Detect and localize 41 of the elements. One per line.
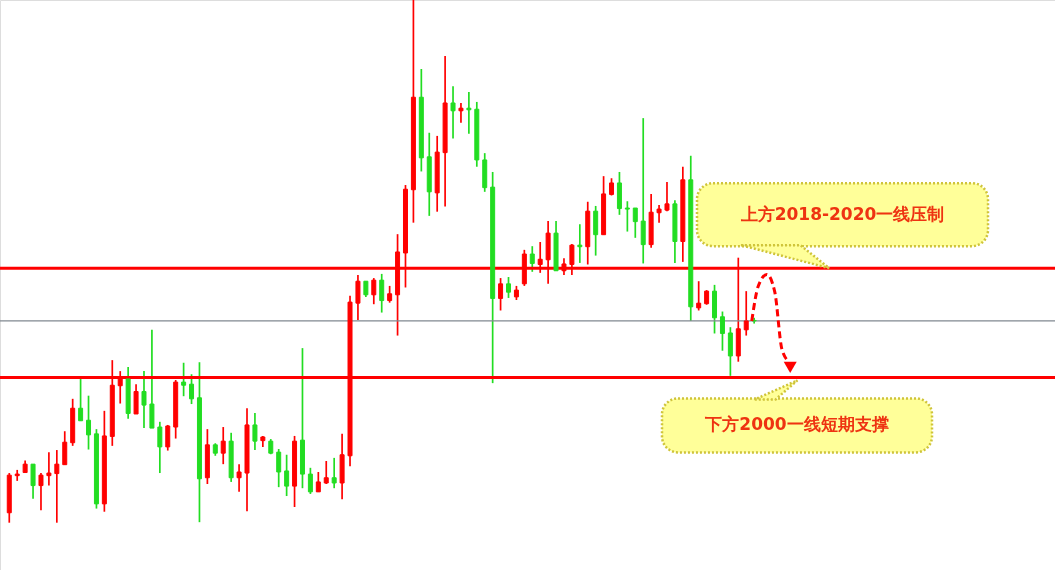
candlestick — [632, 207, 638, 239]
candlestick — [284, 453, 290, 497]
candlestick — [355, 274, 361, 321]
candlestick — [696, 280, 702, 312]
ref-line-label: 下方2000一线短期支撑 — [704, 414, 889, 435]
candlestick — [189, 373, 195, 405]
candlestick — [640, 117, 646, 265]
candlestick — [30, 463, 36, 500]
candlestick — [252, 412, 258, 451]
candlestick — [62, 430, 68, 466]
candlestick — [498, 277, 504, 312]
candlestick — [458, 102, 464, 124]
candlestick — [276, 448, 282, 488]
candlestick — [38, 472, 44, 511]
candlestick — [727, 326, 733, 377]
candlestick — [307, 466, 313, 495]
candlestick — [379, 273, 385, 314]
candlestick — [624, 200, 630, 233]
candlestick — [46, 451, 52, 487]
candlestick — [220, 426, 226, 465]
candlestick — [371, 277, 377, 306]
candlestick — [157, 420, 163, 474]
candlestick — [529, 245, 535, 273]
candlestick — [236, 463, 242, 493]
candlestick — [331, 457, 337, 490]
candlestick — [141, 370, 147, 429]
candlestick — [593, 205, 599, 257]
candlestick — [181, 361, 187, 398]
candlestick — [743, 290, 749, 337]
candlestick — [577, 223, 583, 264]
candlestick — [54, 449, 60, 524]
candlestick — [165, 424, 171, 452]
candlestick — [506, 276, 511, 299]
candlestick — [133, 383, 139, 415]
candlestick — [664, 181, 670, 213]
candlestick — [450, 85, 456, 140]
candlestick — [86, 394, 92, 451]
candlestick — [466, 91, 472, 135]
candlestick — [315, 471, 321, 493]
candlestick — [78, 378, 84, 422]
candlestick — [719, 310, 725, 352]
